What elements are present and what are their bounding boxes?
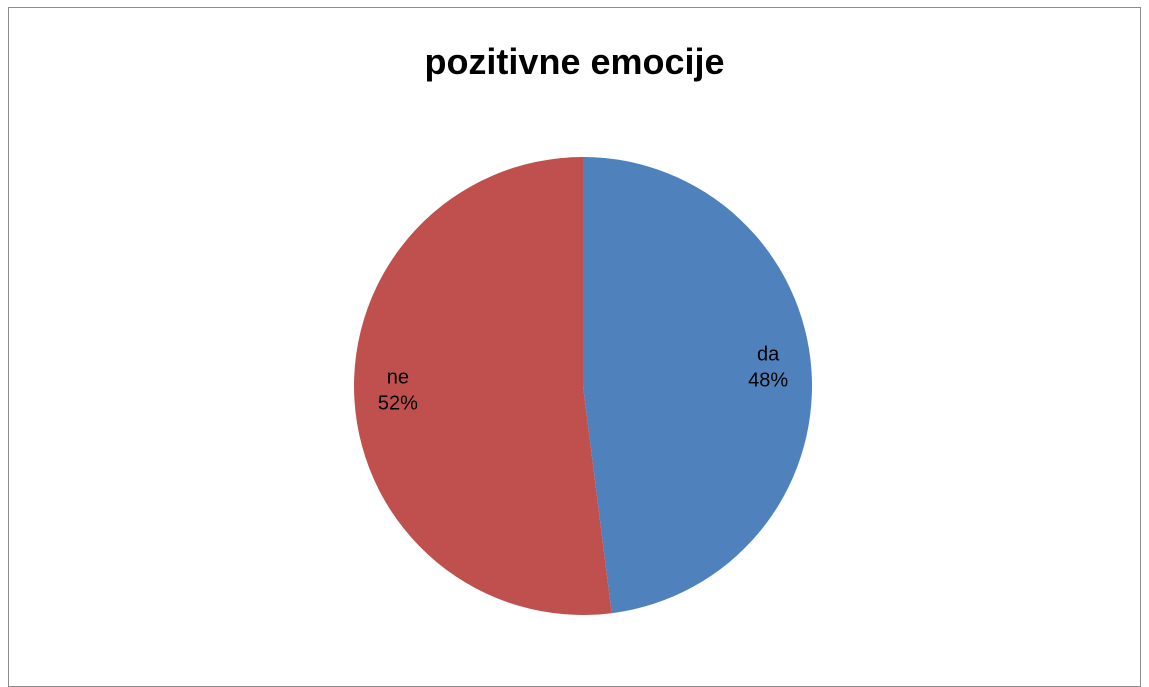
pie-slice-da <box>583 157 813 614</box>
chart-title: pozitivne emocije <box>424 41 725 82</box>
pie-slice-ne <box>354 157 612 615</box>
slice-label-category-ne: ne <box>387 367 409 389</box>
slice-label-percent-ne: 52% <box>378 393 418 415</box>
slice-label-percent-da: 48% <box>748 369 788 391</box>
slice-label-category-da: da <box>757 343 780 365</box>
